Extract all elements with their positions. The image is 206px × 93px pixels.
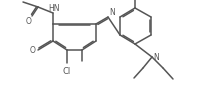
Text: O: O	[25, 17, 31, 26]
Text: HN: HN	[48, 4, 60, 12]
Text: Cl: Cl	[63, 67, 71, 76]
Text: O: O	[30, 46, 36, 55]
Text: N: N	[153, 53, 159, 61]
Text: N: N	[109, 8, 115, 16]
